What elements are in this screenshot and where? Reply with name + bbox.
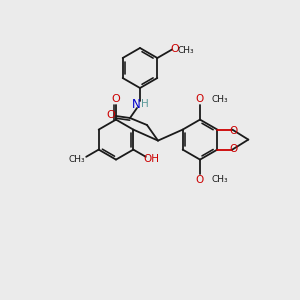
Text: O: O [196, 94, 204, 104]
Text: H: H [141, 99, 149, 109]
Text: N: N [132, 98, 140, 110]
Text: CH₃: CH₃ [69, 155, 85, 164]
Text: CH₃: CH₃ [211, 95, 228, 104]
Text: O: O [171, 44, 179, 53]
Text: CH₃: CH₃ [178, 46, 194, 55]
Text: O: O [106, 110, 116, 120]
Text: O: O [229, 144, 237, 154]
Text: O: O [112, 94, 120, 103]
Text: OH: OH [144, 154, 160, 164]
Text: O: O [196, 175, 204, 185]
Text: O: O [229, 126, 237, 136]
Text: CH₃: CH₃ [211, 176, 228, 184]
